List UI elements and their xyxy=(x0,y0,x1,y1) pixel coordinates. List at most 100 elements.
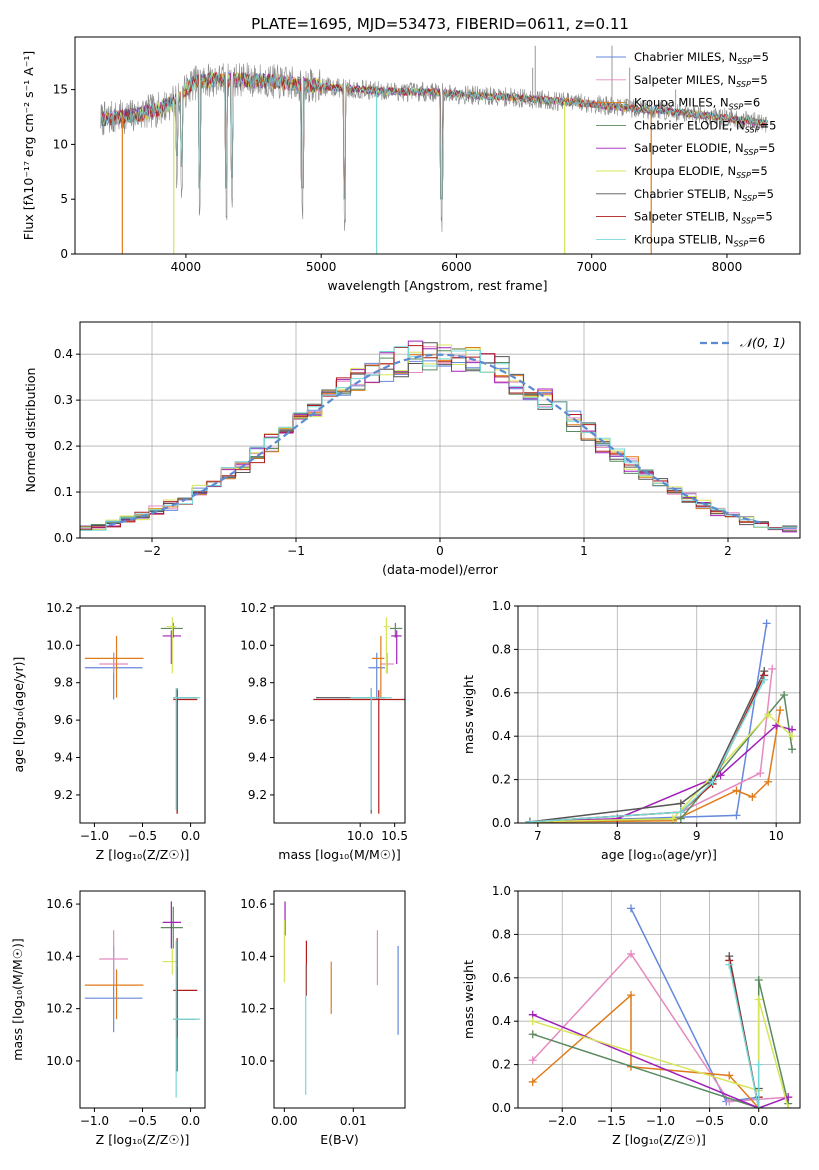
data-point-marker xyxy=(762,619,771,628)
y-tick-label: 9.6 xyxy=(248,713,267,727)
y-tick-label: 0.0 xyxy=(54,531,73,545)
residual-histogram-panel: −2 −1 0 1 2 0.0 0.1 0.2 0.3 0.4 (data-model)/error… xyxy=(23,321,801,577)
y-tick-label: 9.2 xyxy=(54,788,73,802)
y-tick-label: 10 xyxy=(53,137,68,151)
series-line xyxy=(532,1014,789,1108)
data-point-marker xyxy=(676,808,685,817)
legend-label: 𝒩(0, 1) xyxy=(740,335,786,350)
plot-area xyxy=(313,617,405,814)
series-line xyxy=(529,710,781,823)
x-tick-label: 5000 xyxy=(306,260,337,274)
data-point-marker xyxy=(528,1077,537,1086)
data-point-marker xyxy=(528,1017,537,1026)
data-point-marker xyxy=(626,991,635,1000)
y-axis-label: mass [log₁₀(M/M☉)] xyxy=(10,938,25,1060)
age-vs-mass-panel: 10.0 10.5 9.2 9.4 9.6 9.8 10.0 10.2 mass [log₁₀(… xyxy=(240,601,408,862)
y-tick-label: 10.6 xyxy=(240,897,267,911)
y-tick-label: 0.2 xyxy=(492,1058,511,1072)
legend-label: Chabrier STELIB, NSSP=5 xyxy=(634,187,774,203)
y-tick-label: 0.8 xyxy=(492,927,511,941)
y-tick-label: 1.0 xyxy=(492,884,511,898)
plot-area xyxy=(283,901,399,1095)
legend-label: Kroupa STELIB, NSSP=6 xyxy=(634,232,765,248)
data-point-marker xyxy=(764,710,773,719)
data-point-marker xyxy=(754,1104,763,1108)
axes-frame xyxy=(273,605,406,824)
series-line xyxy=(529,679,765,823)
y-tick-label: 0.6 xyxy=(492,971,511,985)
y-tick-label: 0.2 xyxy=(492,773,511,787)
data-point-marker xyxy=(708,777,717,786)
x-tick-label: 7 xyxy=(534,829,542,843)
age-vs-metallicity-panel: −1.0 −0.5 0.0 9.2 9.4 9.6 9.8 10.0 10.2 Z [log₁₀(… xyxy=(11,601,206,862)
mass-vs-extinction-panel: 0.00 0.01 10.0 10.2 10.4 10.6 E(B-V) xyxy=(240,890,406,1147)
data-point-marker xyxy=(776,706,785,715)
y-tick-label: 9.8 xyxy=(54,676,73,690)
legend-label: Salpeter STELIB, NSSP=5 xyxy=(634,210,773,226)
y-axis-label: age [log₁₀(age/yr)] xyxy=(11,657,26,773)
plot-area xyxy=(84,901,201,1098)
data-point-marker xyxy=(725,960,734,969)
y-tick-label: 9.4 xyxy=(248,751,267,765)
data-point-marker xyxy=(525,817,534,823)
axes-frame xyxy=(79,605,206,824)
y-tick-label: 5 xyxy=(60,192,68,206)
data-point-marker xyxy=(754,1060,763,1069)
data-point-marker xyxy=(764,777,773,786)
y-tick-label: 9.2 xyxy=(248,788,267,802)
series-line xyxy=(529,668,773,823)
legend-label: Salpeter ELODIE, NSSP=5 xyxy=(634,141,775,157)
x-tick-label: 4000 xyxy=(171,260,202,274)
model-spectrum-kroupa-stelib xyxy=(100,72,768,200)
y-tick-label: 0.1 xyxy=(54,485,73,499)
x-tick-label: 0.0 xyxy=(749,1114,768,1128)
y-tick-label: 0.4 xyxy=(54,347,73,361)
y-tick-label: 10.2 xyxy=(240,601,267,615)
x-tick-label: 0.0 xyxy=(181,829,200,843)
y-tick-label: 0.8 xyxy=(492,642,511,656)
y-tick-label: 10.2 xyxy=(46,1002,73,1016)
data-point-marker xyxy=(788,732,797,741)
data-point-marker xyxy=(626,949,635,958)
data-point-marker xyxy=(780,690,789,699)
legend-label: Chabrier ELODIE, NSSP=5 xyxy=(634,118,776,134)
x-tick-label: −2.0 xyxy=(548,1114,577,1128)
legend-label: Salpeter MILES, NSSP=5 xyxy=(634,73,768,89)
x-tick-label: −1.0 xyxy=(80,1114,109,1128)
y-tick-label: 10.4 xyxy=(240,949,267,963)
data-point-marker xyxy=(725,1071,734,1080)
data-point-marker xyxy=(760,675,769,684)
y-axis-label: Flux [fλ10⁻¹⁷ erg cm⁻² s⁻¹ A⁻¹] xyxy=(21,51,36,240)
y-tick-label: 0.0 xyxy=(492,1101,511,1115)
figure-title: PLATE=1695, MJD=53473, FIBERID=0611, z=0… xyxy=(251,15,629,33)
x-tick-label: −0.5 xyxy=(128,1114,157,1128)
y-tick-label: 10.2 xyxy=(46,601,73,615)
data-point-marker xyxy=(732,786,741,795)
x-tick-label: 1 xyxy=(580,544,588,558)
mass-weight-vs-age-panel: 7 8 9 10 0.0 0.2 0.4 0.6 0.8 1.0 age [log₁₀(age/yr… xyxy=(461,599,801,862)
y-tick-label: 9.6 xyxy=(54,713,73,727)
axes-frame xyxy=(517,605,801,824)
y-tick-label: 9.8 xyxy=(248,676,267,690)
y-tick-label: 15 xyxy=(53,83,68,97)
y-tick-label: 10.0 xyxy=(240,1054,267,1068)
data-point-marker xyxy=(676,799,685,808)
x-tick-label: −1 xyxy=(287,544,305,558)
y-axis-label: mass weight xyxy=(461,675,476,754)
x-tick-label: −1.5 xyxy=(597,1114,626,1128)
x-tick-label: −0.5 xyxy=(695,1114,724,1128)
data-point-marker xyxy=(668,814,677,823)
y-tick-label: 0.2 xyxy=(54,439,73,453)
data-point-marker xyxy=(528,1030,537,1039)
plot-area xyxy=(528,904,793,1108)
x-axis-label: mass [log₁₀(M/M☉)] xyxy=(278,847,400,862)
x-axis-label: wavelength [Angstrom, rest frame] xyxy=(327,278,547,293)
data-point-marker xyxy=(748,792,757,801)
legend-label: Chabrier MILES, NSSP=5 xyxy=(634,50,769,66)
y-axis-label: Normed distribution xyxy=(23,368,38,493)
x-tick-label: 10.5 xyxy=(381,829,408,843)
x-tick-label: 7000 xyxy=(576,260,607,274)
axes-frame xyxy=(517,890,801,1109)
x-tick-label: 0.00 xyxy=(271,1114,298,1128)
